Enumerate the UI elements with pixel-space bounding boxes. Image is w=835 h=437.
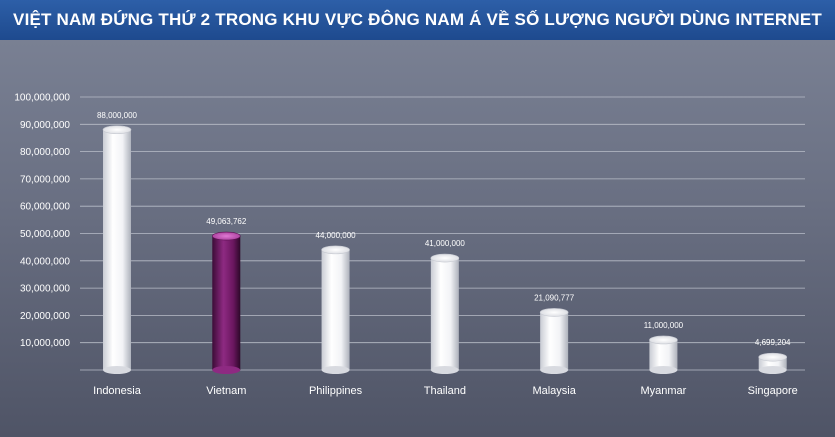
y-tick-label: 100,000,000 bbox=[14, 93, 70, 104]
bar-base bbox=[103, 366, 131, 374]
y-tick-label: 90,000,000 bbox=[20, 120, 70, 131]
bar-malaysia bbox=[539, 308, 569, 374]
bar-body bbox=[649, 339, 678, 370]
y-tick-label: 60,000,000 bbox=[20, 202, 70, 213]
data-label: 41,000,000 bbox=[425, 239, 466, 248]
data-label: 49,063,762 bbox=[206, 217, 247, 226]
y-tick-label: 30,000,000 bbox=[20, 284, 70, 295]
bar-base bbox=[212, 366, 241, 374]
bar-top bbox=[430, 253, 460, 263]
x-tick-label: Vietnam bbox=[206, 385, 246, 397]
data-label: 88,000,000 bbox=[97, 111, 138, 120]
data-label: 11,000,000 bbox=[644, 321, 684, 330]
y-tick-label: 10,000,000 bbox=[20, 338, 70, 349]
bar-base bbox=[758, 366, 787, 374]
y-tick-label: 20,000,000 bbox=[20, 311, 70, 322]
bar-body bbox=[430, 258, 459, 370]
y-tick-label: 70,000,000 bbox=[20, 174, 70, 185]
grid-lines bbox=[80, 96, 805, 371]
bar-base bbox=[649, 366, 678, 374]
bar-top bbox=[211, 231, 241, 241]
bar-top bbox=[649, 335, 678, 345]
bar-base bbox=[430, 366, 459, 374]
bar-body bbox=[103, 129, 131, 370]
y-tick-label: 80,000,000 bbox=[20, 147, 70, 158]
x-tick-label: Philippines bbox=[309, 385, 363, 397]
data-label: 4,699,204 bbox=[755, 338, 791, 347]
y-tick-label: 40,000,000 bbox=[20, 256, 70, 267]
y-axis: 10,000,000 20,000,000 30,000,000 40,000,000… bbox=[14, 93, 70, 350]
bar-body bbox=[212, 236, 241, 370]
bar-top bbox=[539, 308, 569, 317]
bar-myanmar bbox=[649, 335, 678, 374]
bar-base bbox=[540, 366, 569, 374]
labels: 88,000,000 Indonesia 49,063,762 Vietnam 44,0… bbox=[93, 111, 798, 397]
x-tick-label: Singapore bbox=[748, 385, 798, 397]
bar-base bbox=[321, 366, 350, 374]
bar-chart: 10,000,000 20,000,000 30,000,000 40,000,000… bbox=[14, 93, 805, 397]
bar-singapore bbox=[758, 352, 788, 374]
bar-top bbox=[758, 352, 788, 362]
bar-philippines bbox=[321, 245, 350, 374]
bar-body bbox=[540, 312, 569, 370]
y-tick-label: 50,000,000 bbox=[20, 229, 70, 240]
data-label: 44,000,000 bbox=[316, 231, 357, 240]
bar-indonesia bbox=[102, 125, 132, 374]
chart-header: VIỆT NAM ĐỨNG THỨ 2 TRONG KHU VỰC ĐÔNG N… bbox=[0, 0, 835, 40]
bar-vietnam bbox=[211, 231, 241, 374]
bar-top bbox=[102, 125, 132, 135]
bar-body bbox=[321, 249, 350, 370]
chart-title: VIỆT NAM ĐỨNG THỨ 2 TRONG KHU VỰC ĐÔNG N… bbox=[13, 10, 822, 29]
x-tick-label: Malaysia bbox=[532, 385, 576, 397]
data-label: 21,090,777 bbox=[534, 293, 575, 302]
x-tick-label: Myanmar bbox=[641, 385, 687, 397]
x-tick-label: Indonesia bbox=[93, 385, 142, 397]
bars bbox=[102, 125, 788, 374]
bar-top bbox=[321, 245, 350, 255]
bar-thailand bbox=[430, 253, 460, 374]
x-tick-label: Thailand bbox=[424, 385, 466, 397]
